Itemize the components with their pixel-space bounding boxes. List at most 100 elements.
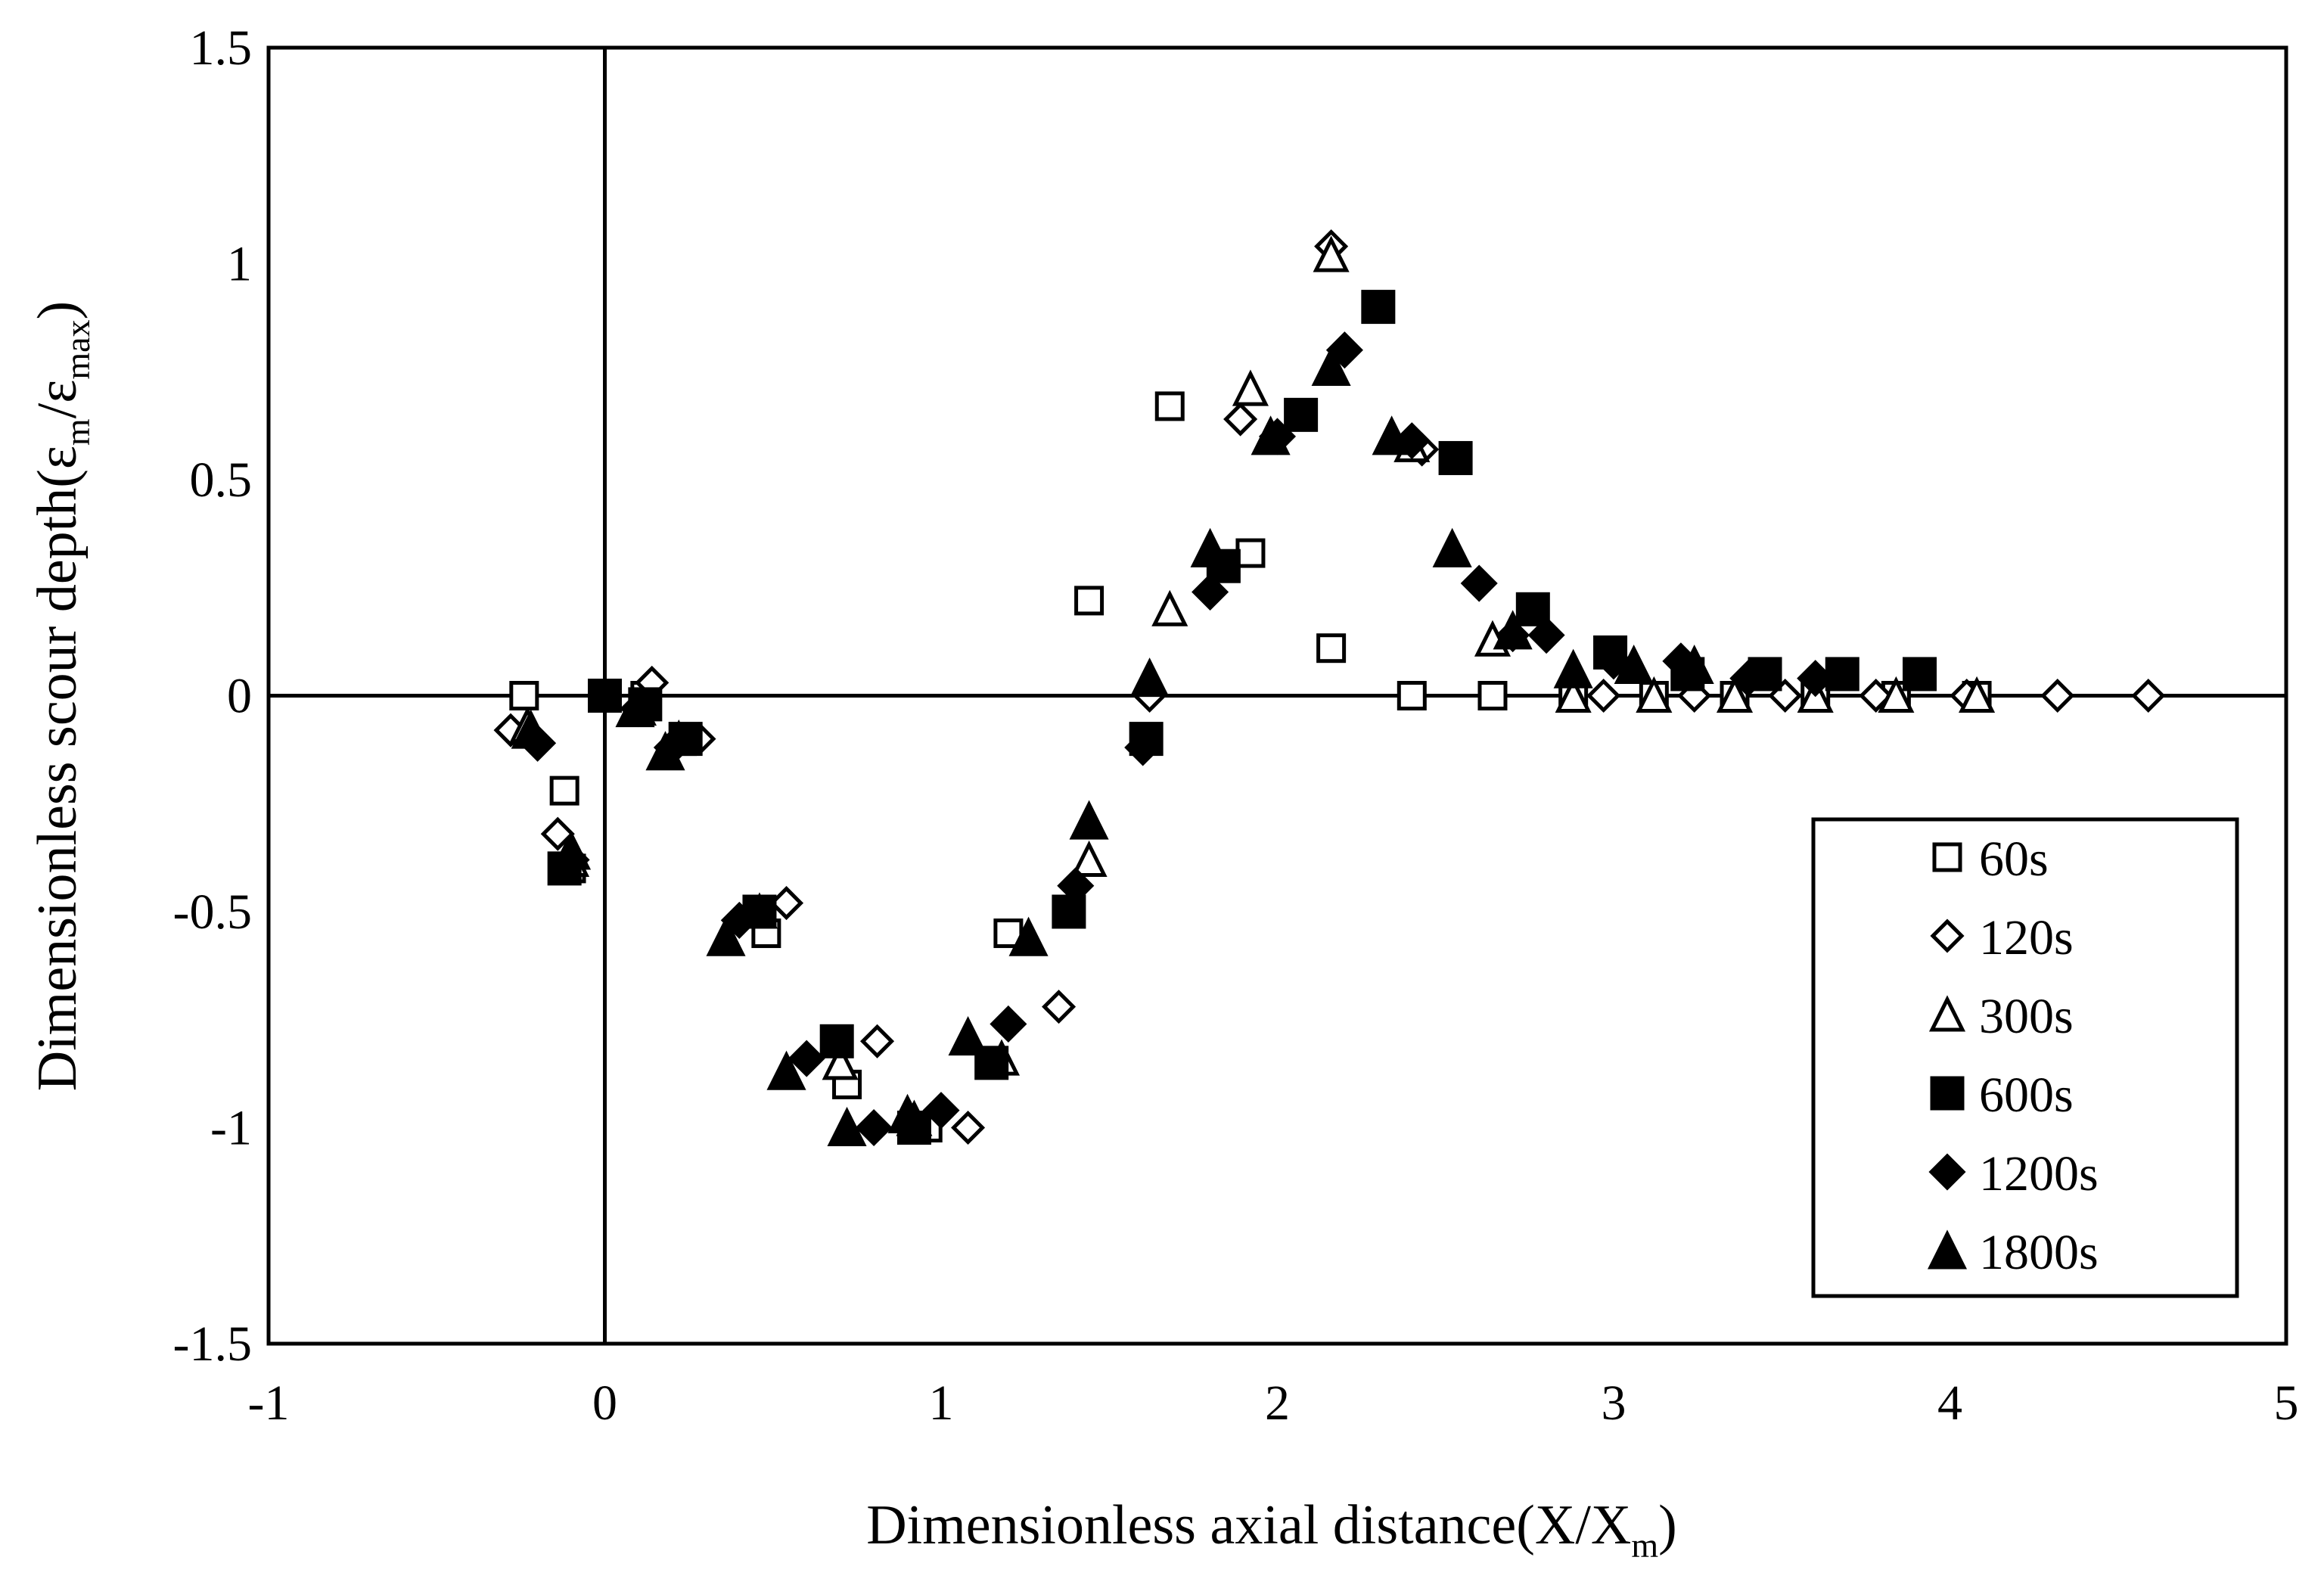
data-point-60s bbox=[1154, 391, 1185, 421]
data-point-1800s bbox=[1493, 610, 1533, 650]
data-point-600s bbox=[1284, 397, 1319, 432]
data-point-120s bbox=[2131, 678, 2166, 713]
data-point-1800s bbox=[1614, 644, 1654, 685]
data-point-1200s bbox=[855, 1108, 893, 1147]
legend-item-120s: 120s bbox=[1930, 910, 2074, 965]
data-point-1800s bbox=[615, 688, 655, 728]
x-tick-label: 3 bbox=[1602, 1375, 1626, 1431]
data-point-60s bbox=[1477, 681, 1508, 710]
legend-box bbox=[1811, 817, 2239, 1298]
x-axis-title: Dimensionless axial distance(X/Xm) bbox=[866, 1494, 1677, 1565]
data-point-1800s bbox=[645, 731, 685, 771]
legend-marker-120s bbox=[1930, 918, 1965, 953]
data-point-300s bbox=[1151, 589, 1188, 626]
y-tick-label: -1 bbox=[210, 1101, 252, 1156]
data-point-60s bbox=[509, 681, 539, 710]
data-point-300s bbox=[1070, 840, 1108, 877]
data-point-1200s bbox=[1527, 617, 1565, 654]
data-point-1200s bbox=[922, 1092, 960, 1130]
y-tick-label: -1.5 bbox=[173, 1316, 252, 1372]
legend-label: 600s bbox=[1979, 1068, 2074, 1123]
data-point-120s bbox=[1223, 402, 1258, 437]
data-point-1800s bbox=[1069, 800, 1109, 840]
y-axis-title: Dimensionless scour depth(εm/εmax) bbox=[26, 301, 97, 1091]
data-point-1800s bbox=[1008, 916, 1049, 956]
data-point-60s bbox=[1397, 681, 1427, 710]
data-point-120s bbox=[540, 816, 575, 851]
data-point-120s bbox=[1042, 990, 1077, 1024]
legend-label: 120s bbox=[1979, 910, 2074, 965]
data-point-600s bbox=[588, 679, 622, 713]
legend-label: 300s bbox=[1979, 989, 2074, 1044]
data-point-120s bbox=[769, 886, 804, 921]
legend-item-1200s: 1200s bbox=[1928, 1146, 2099, 1201]
legend-item-600s: 600s bbox=[1930, 1068, 2074, 1123]
data-point-120s bbox=[2040, 678, 2075, 713]
legend-marker-1200s bbox=[1928, 1153, 1966, 1191]
data-point-300s bbox=[1636, 676, 1673, 713]
data-point-1200s bbox=[1192, 573, 1229, 611]
data-point-300s bbox=[822, 1043, 859, 1080]
data-markers bbox=[493, 229, 2166, 1147]
x-tick-label: 0 bbox=[592, 1375, 617, 1431]
axis-ticks: -1 0 1 2 3 4 5-1.5-1-0.500.511.5 bbox=[173, 20, 2299, 1431]
data-point-1800s bbox=[887, 1093, 927, 1133]
y-tick-label: -0.5 bbox=[173, 884, 252, 940]
legend-item-1800s: 1800s bbox=[1927, 1225, 2099, 1280]
data-point-1800s bbox=[1553, 648, 1593, 688]
data-point-1800s bbox=[827, 1106, 867, 1146]
data-point-1800s bbox=[766, 1050, 806, 1090]
legend-marker-60s bbox=[1932, 842, 1962, 872]
data-point-300s bbox=[1313, 235, 1350, 272]
legend-label: 1200s bbox=[1979, 1146, 2099, 1201]
data-point-1800s bbox=[511, 709, 551, 749]
series-1800s bbox=[511, 346, 1714, 1146]
data-point-1200s bbox=[1057, 867, 1095, 905]
legend: 60s 120s 300s 600s 1200s 1800s bbox=[1811, 817, 2239, 1298]
legend-marker-600s bbox=[1930, 1076, 1965, 1111]
data-point-300s bbox=[1232, 369, 1269, 406]
data-point-120s bbox=[860, 1024, 895, 1058]
data-point-1200s bbox=[1460, 564, 1498, 602]
x-tick-label: -1 bbox=[248, 1375, 290, 1431]
data-point-300s bbox=[1555, 676, 1592, 713]
data-point-60s bbox=[549, 775, 579, 806]
data-point-1800s bbox=[1674, 644, 1714, 685]
x-tick-label: 2 bbox=[1265, 1375, 1290, 1431]
y-tick-label: 1.5 bbox=[190, 20, 253, 76]
y-tick-label: 1 bbox=[227, 237, 252, 292]
data-point-1800s bbox=[551, 830, 592, 870]
data-point-1200s bbox=[788, 1040, 825, 1077]
data-point-1800s bbox=[1190, 527, 1230, 567]
data-point-120s bbox=[1586, 678, 1621, 713]
data-point-600s bbox=[819, 1024, 854, 1058]
data-point-60s bbox=[1316, 633, 1347, 664]
data-point-600s bbox=[1902, 657, 1937, 692]
data-point-300s bbox=[1878, 676, 1915, 713]
y-tick-label: 0.5 bbox=[190, 452, 253, 508]
data-point-1200s bbox=[1797, 660, 1835, 698]
data-point-60s bbox=[1235, 538, 1266, 568]
data-point-1800s bbox=[1432, 527, 1472, 567]
legend-item-300s: 300s bbox=[1928, 989, 2074, 1044]
data-point-300s bbox=[1959, 676, 1996, 713]
legend-label: 1800s bbox=[1979, 1225, 2099, 1280]
data-point-60s bbox=[1074, 586, 1105, 616]
x-tick-label: 5 bbox=[2274, 1375, 2299, 1431]
data-point-1800s bbox=[1129, 657, 1170, 698]
data-point-120s bbox=[951, 1110, 986, 1145]
data-point-300s bbox=[1716, 676, 1754, 713]
data-point-1800s bbox=[948, 1015, 988, 1056]
legend-item-60s: 60s bbox=[1932, 831, 2049, 887]
data-point-1800s bbox=[1251, 415, 1291, 455]
data-point-600s bbox=[1515, 592, 1550, 626]
data-point-1800s bbox=[1311, 346, 1351, 387]
data-point-1200s bbox=[990, 1005, 1027, 1043]
data-point-600s bbox=[1361, 290, 1396, 325]
legend-label: 60s bbox=[1979, 831, 2049, 887]
data-point-600s bbox=[1438, 440, 1473, 475]
legend-marker-1800s bbox=[1927, 1229, 1968, 1270]
data-point-600s bbox=[1825, 657, 1860, 692]
